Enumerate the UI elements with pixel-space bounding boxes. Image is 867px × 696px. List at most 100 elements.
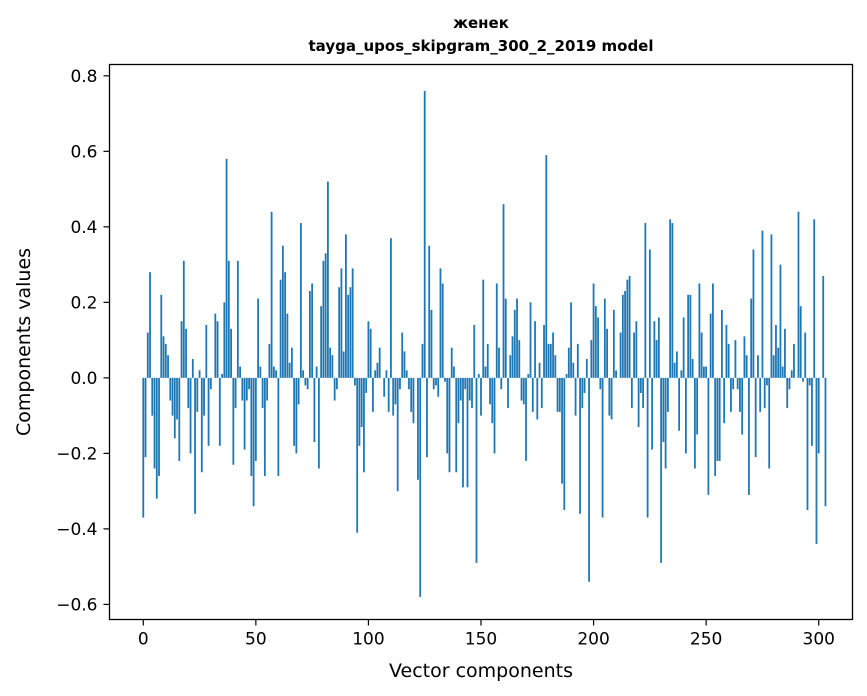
bar: [405, 370, 408, 378]
bar: [403, 351, 406, 378]
bar: [518, 340, 521, 378]
bar: [410, 377, 413, 412]
bar: [570, 302, 572, 378]
bar: [243, 377, 246, 450]
bar: [214, 313, 217, 378]
bar: [218, 377, 221, 446]
bar: [230, 328, 232, 378]
bar: [739, 377, 741, 412]
bar: [320, 306, 323, 378]
bar: [556, 377, 559, 412]
bar: [191, 358, 194, 378]
bar: [669, 219, 672, 378]
bar: [419, 377, 422, 597]
bar: [723, 377, 726, 424]
bar: [745, 355, 748, 378]
bar: [408, 377, 410, 390]
bar: [392, 377, 395, 416]
bar: [453, 366, 455, 378]
bar: [628, 275, 631, 378]
bar: [757, 355, 759, 378]
y-tick-label: −0.6: [56, 595, 97, 615]
bar: [354, 377, 356, 386]
bar: [455, 377, 458, 473]
bar: [369, 328, 372, 378]
x-tick-label: 250: [690, 630, 722, 650]
bar: [754, 377, 757, 458]
bar: [466, 377, 469, 488]
bar: [612, 309, 615, 378]
bar: [642, 377, 645, 409]
bar: [297, 377, 300, 405]
bar: [396, 377, 399, 492]
bar: [718, 377, 721, 461]
bar: [786, 377, 789, 409]
bar: [164, 343, 167, 378]
bar: [457, 377, 460, 424]
bar: [714, 377, 717, 477]
bar: [736, 377, 739, 390]
bar: [678, 377, 681, 431]
bar: [538, 362, 541, 378]
bar: [603, 298, 606, 378]
bar: [536, 377, 539, 420]
bar: [475, 377, 478, 563]
bar: [639, 377, 642, 393]
bar: [585, 358, 588, 378]
bar: [696, 377, 699, 435]
x-tick-label: 50: [245, 630, 267, 650]
bar: [633, 332, 635, 378]
bar: [608, 377, 611, 416]
bar: [660, 377, 663, 563]
bar: [621, 294, 624, 378]
bar: [340, 268, 343, 378]
bar: [590, 340, 593, 378]
bar: [529, 302, 532, 378]
bar: [565, 374, 568, 378]
bar: [275, 370, 278, 378]
bar: [360, 377, 363, 427]
bar: [486, 343, 489, 378]
bar: [306, 377, 309, 390]
bar: [594, 306, 597, 378]
bar: [657, 317, 660, 378]
bar: [185, 328, 187, 378]
bar: [387, 377, 390, 412]
bar: [272, 366, 275, 378]
bar: [534, 321, 536, 378]
bar: [698, 283, 701, 378]
bar: [531, 377, 534, 412]
bar: [187, 377, 190, 409]
bar: [367, 321, 370, 378]
bar: [802, 377, 804, 382]
bar: [435, 377, 437, 386]
bar: [489, 377, 491, 405]
bar: [203, 377, 205, 416]
bar: [504, 298, 507, 378]
bar: [444, 377, 446, 382]
bar: [561, 377, 563, 484]
bar: [266, 377, 269, 401]
chart-subtitle: tayga_upos_skipgram_300_2_2019 model: [309, 37, 654, 55]
bar: [793, 343, 795, 378]
bar: [261, 377, 264, 409]
bar: [624, 291, 626, 378]
bar: [703, 366, 705, 378]
bar: [149, 272, 151, 378]
bar: [592, 283, 595, 378]
bar: [196, 377, 199, 412]
y-axis-ticks: −0.6 −0.4 −0.2 0.0 0.2 0.4 0.6 0.8: [56, 67, 110, 615]
bar: [178, 377, 181, 461]
bar: [601, 377, 604, 518]
bar: [516, 298, 518, 378]
bar: [498, 347, 500, 378]
bar: [480, 377, 482, 416]
x-tick-label: 100: [352, 630, 384, 650]
bar: [342, 351, 345, 378]
bar: [439, 268, 442, 378]
bar: [705, 366, 708, 378]
bar: [299, 223, 302, 378]
bar: [160, 294, 163, 378]
x-tick-label: 0: [138, 630, 149, 650]
bar: [290, 347, 293, 378]
